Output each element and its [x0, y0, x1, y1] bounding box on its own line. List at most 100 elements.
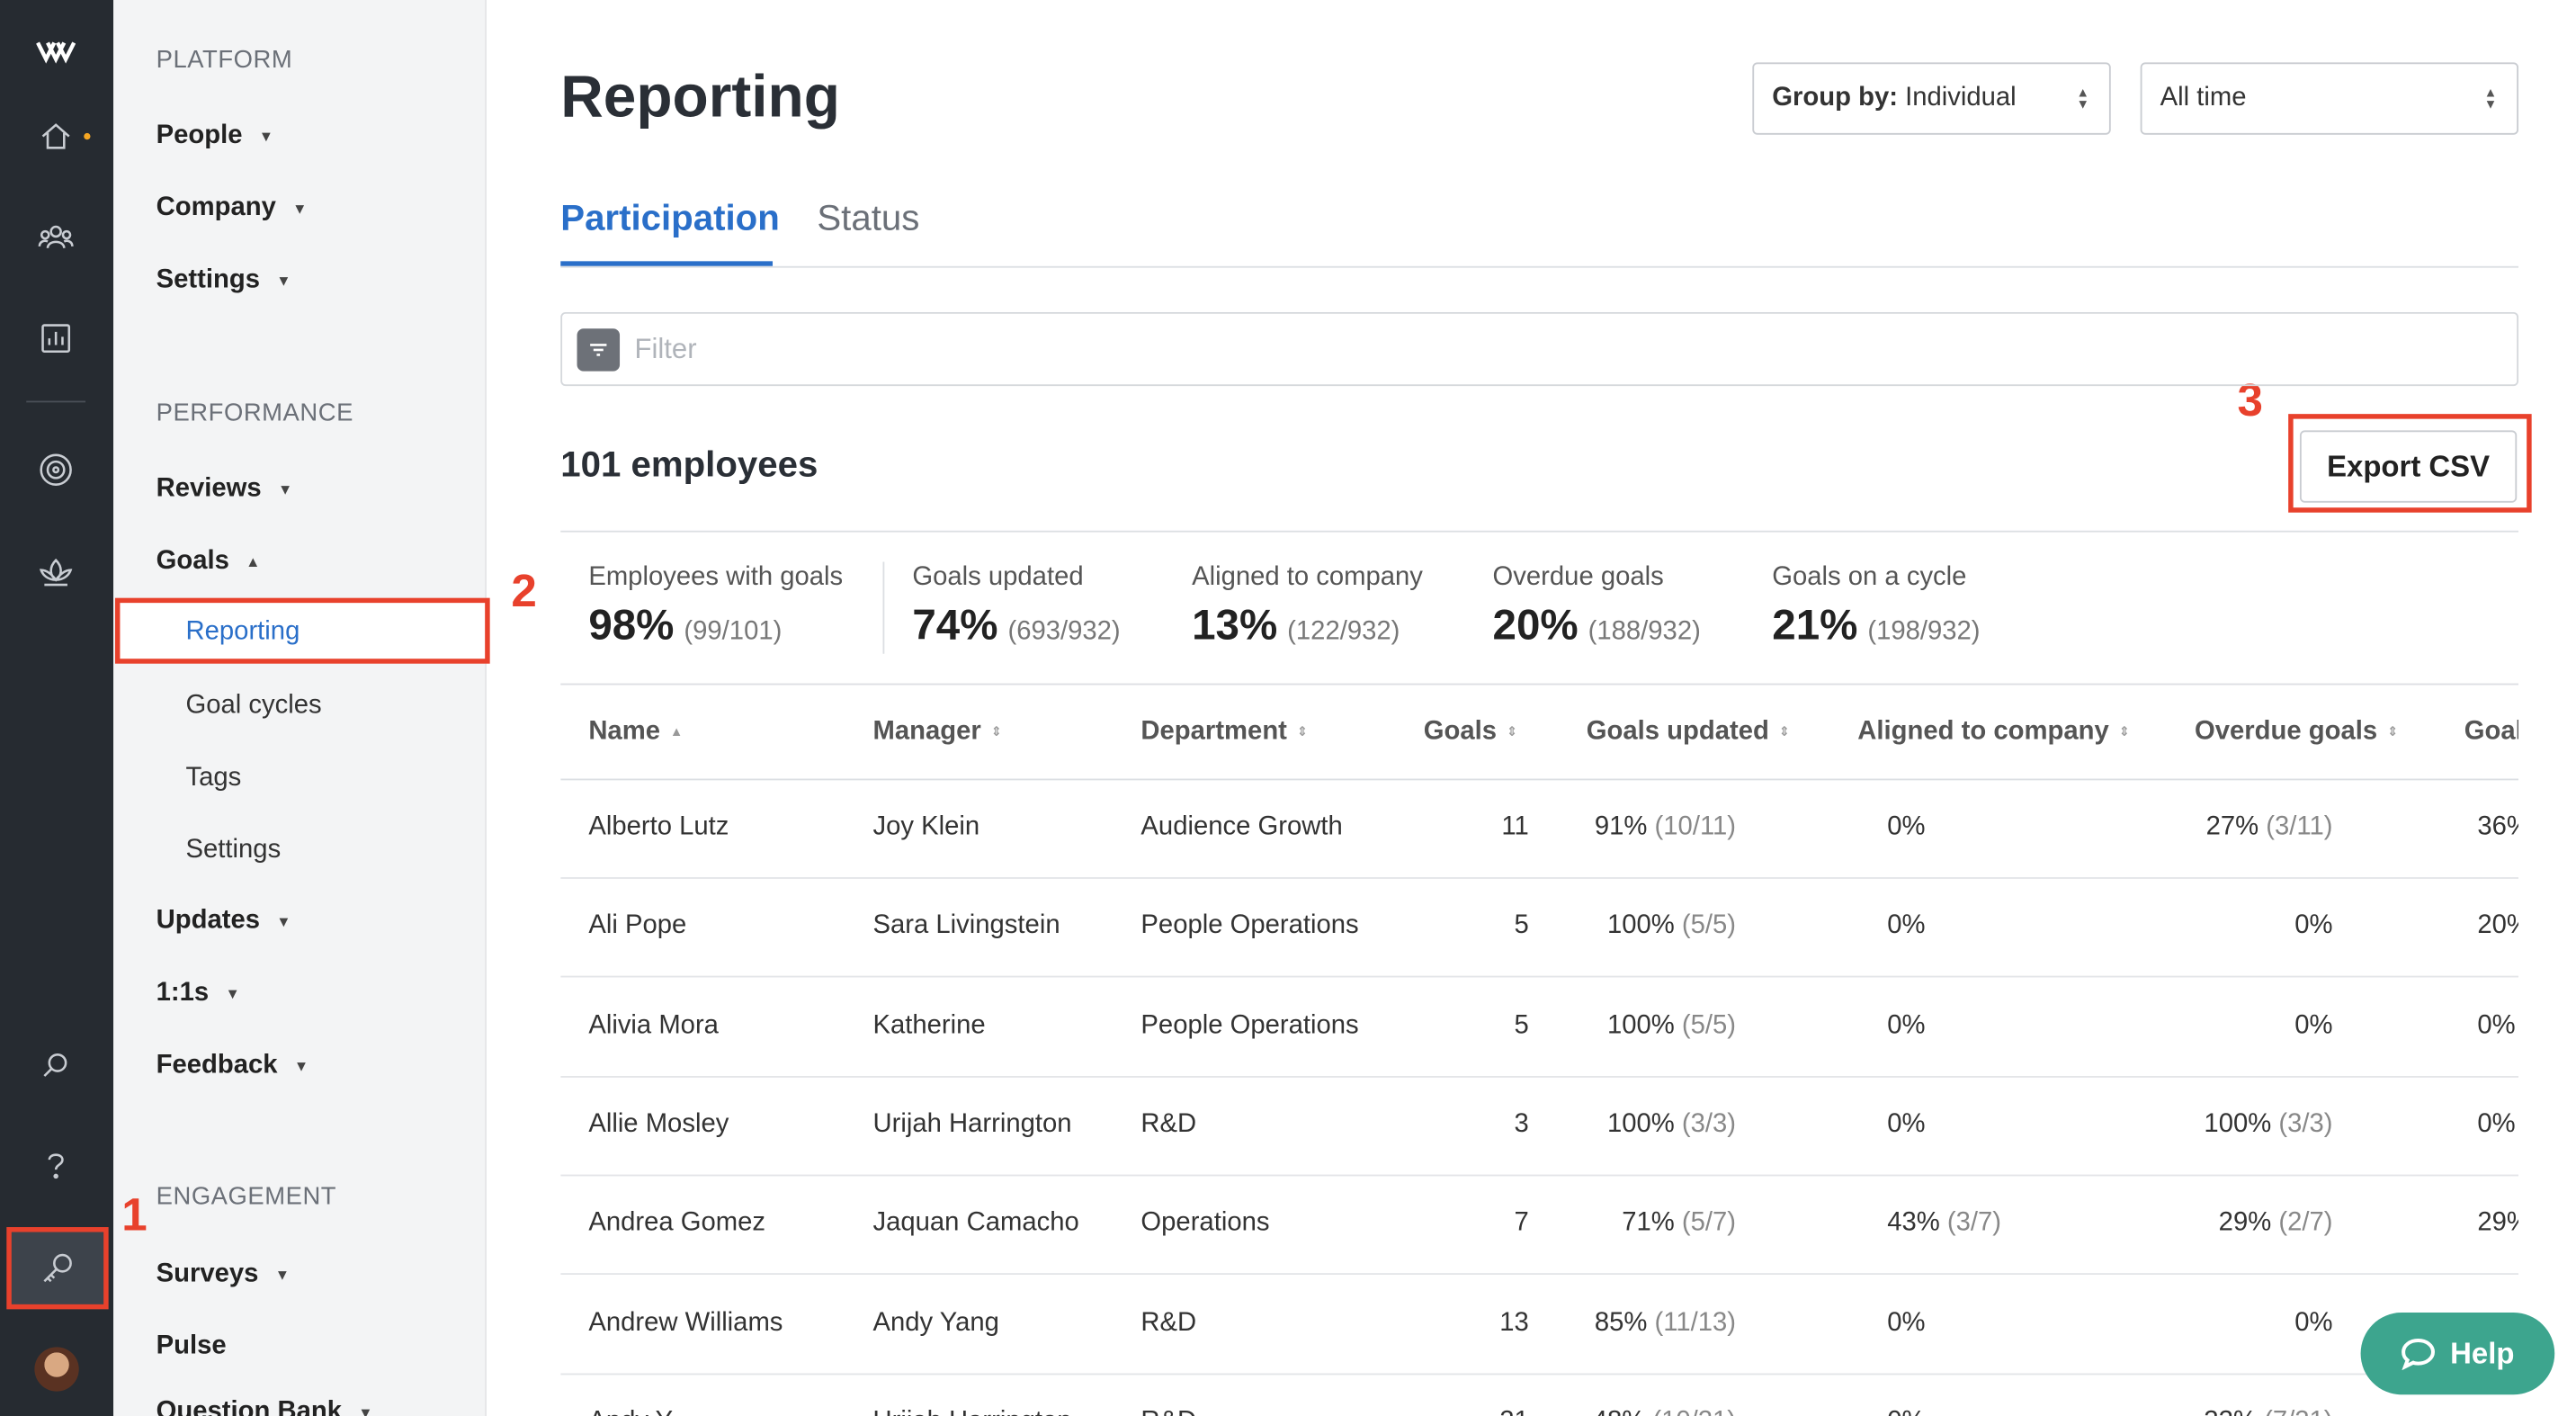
nav-pulse[interactable]: Pulse: [157, 1332, 227, 1362]
col-header-department[interactable]: Department ⇕: [1140, 718, 1308, 748]
cell-value: 91%: [1594, 812, 1648, 841]
help-button[interactable]: Help: [2360, 1312, 2555, 1395]
stat-goals-on-cycle: Goals on a cycle 21% (198/932): [1772, 563, 1980, 650]
table-row[interactable]: Andrew Williams Andy Yang R&D 13 85% (11/13)…: [560, 1276, 2519, 1375]
stat-fraction: (693/932): [1007, 617, 1121, 646]
nav-updates[interactable]: Updates ▼: [157, 907, 291, 937]
nav-goals[interactable]: Goals ▲: [157, 547, 261, 577]
sort-asc-icon: ▲: [669, 724, 684, 739]
group-by-value: Individual: [1905, 84, 2017, 112]
nav-reporting-label: Reporting: [185, 617, 300, 646]
col-header-name[interactable]: Name ▲: [588, 718, 683, 748]
cell-manager: Urijah Harrington: [873, 1110, 1072, 1140]
col-header-aligned[interactable]: Aligned to company ⇕: [1857, 718, 2130, 748]
table-row[interactable]: Alivia Mora Katherine People Operations 5 10…: [560, 979, 2519, 1078]
callout-2: 2: [511, 565, 537, 616]
cell-overdue: 29% (2/7): [2171, 1209, 2333, 1239]
cell-overdue: 27% (3/11): [2171, 813, 2333, 843]
lotus-icon[interactable]: [23, 539, 89, 605]
cell-value: 0%: [2294, 1011, 2333, 1040]
cell-department: People Operations: [1140, 912, 1358, 942]
nav-reviews[interactable]: Reviews ▼: [157, 475, 293, 505]
time-range-select[interactable]: All time ▲ ▼: [2140, 62, 2519, 135]
table-row[interactable]: Allie Mosley Urijah Harrington R&D 3 100% (3…: [560, 1078, 2519, 1177]
sort-icon: ⇕: [1296, 724, 1309, 739]
nav-question-bank[interactable]: Question Bank ▼: [157, 1398, 373, 1416]
filter-icon[interactable]: [577, 328, 621, 372]
stat-overdue-goals: Overdue goals 20% (188/932): [1493, 563, 1701, 650]
filter-input[interactable]: [634, 330, 1622, 370]
cell-value: Joy Klein: [872, 812, 980, 841]
cell-value: 29%: [2218, 1209, 2272, 1238]
cell-value: 13: [1499, 1308, 1529, 1337]
chat-bubble-icon: [2402, 1339, 2436, 1370]
nav-tags[interactable]: Tags: [185, 764, 242, 793]
nav-1on1s[interactable]: 1:1s ▼: [157, 979, 240, 1008]
group-by-select[interactable]: Group by: Individual ▲ ▼: [1752, 62, 2111, 135]
cell-aligned: 0%: [1887, 912, 1925, 942]
cell-goal-cycle: 0%: [2477, 1011, 2515, 1041]
caret-down-icon: ▼: [292, 200, 308, 218]
help-question-icon[interactable]: [23, 1134, 89, 1199]
search-icon[interactable]: [23, 1032, 89, 1098]
stat-label: Overdue goals: [1492, 563, 1664, 592]
nav-goals-settings[interactable]: Settings: [185, 836, 282, 865]
admin-key-button[interactable]: [6, 1227, 109, 1310]
logo-icon[interactable]: [23, 18, 89, 84]
cell-value: 100%: [1606, 911, 1675, 941]
tab-status[interactable]: Status: [817, 197, 920, 238]
help-label: Help: [2450, 1336, 2515, 1369]
table-row[interactable]: Alberto Lutz Joy Klein Audience Growth 11 91…: [560, 780, 2519, 879]
cell-department: R&D: [1140, 1408, 1196, 1416]
cell-value: People Operations: [1140, 1011, 1359, 1040]
nav-surveys[interactable]: Surveys ▼: [157, 1260, 290, 1290]
nav-goals-reporting[interactable]: Reporting: [114, 597, 490, 664]
caret-down-icon: ▼: [274, 1266, 291, 1284]
col-header-overdue[interactable]: Overdue goals ⇕: [2195, 718, 2398, 748]
cell-fraction: (3/7): [1946, 1209, 2002, 1238]
icon-rail: [0, 0, 114, 1416]
sort-icon: ⇕: [1778, 724, 1791, 739]
cell-goals: 5: [1416, 1011, 1528, 1041]
cell-value: 0%: [1887, 1110, 1926, 1139]
select-arrows-icon: ▲ ▼: [2076, 85, 2090, 112]
nav-updates-label: Updates: [156, 906, 261, 935]
cell-fraction: (3/3): [1681, 1110, 1737, 1139]
col-header-label: Overdue goals: [2194, 717, 2378, 747]
cell-value: 0%: [1887, 1308, 1926, 1337]
export-csv-button[interactable]: Export CSV: [2299, 430, 2518, 503]
cell-fraction: (5/5): [1681, 911, 1737, 941]
cell-name: Allie Mosley: [588, 1110, 729, 1140]
cell-goal-cycle: 0%: [2477, 1110, 2515, 1140]
home-icon[interactable]: [23, 103, 89, 169]
nav-feedback[interactable]: Feedback ▼: [157, 1052, 309, 1081]
cell-aligned: 43% (3/7): [1887, 1209, 2001, 1239]
stat-fraction: (188/932): [1588, 617, 1701, 646]
nav-people[interactable]: People ▼: [157, 121, 273, 151]
target-icon[interactable]: [23, 437, 89, 503]
people-icon[interactable]: [23, 203, 89, 269]
col-header-manager[interactable]: Manager ⇕: [873, 718, 1002, 748]
col-header-goals[interactable]: Goals ⇕: [1424, 718, 1517, 748]
nav-company[interactable]: Company ▼: [157, 193, 308, 223]
cell-value: People Operations: [1140, 911, 1359, 941]
stat-percent: 74%: [912, 599, 998, 650]
table-row[interactable]: Ali Pope Sara Livingstein People Operation…: [560, 879, 2519, 979]
nav-settings[interactable]: Settings ▼: [157, 266, 291, 296]
user-avatar[interactable]: [34, 1347, 79, 1392]
nav-surveys-label: Surveys: [156, 1259, 259, 1288]
cell-fraction: (11/13): [1654, 1308, 1737, 1337]
stat-fraction: (122/932): [1287, 617, 1400, 646]
tab-participation[interactable]: Participation: [560, 197, 780, 238]
col-header-goals-updated[interactable]: Goals updated ⇕: [1587, 718, 1790, 748]
cell-goals-updated: 100% (3/3): [1579, 1110, 1736, 1140]
nav-goal-cycles[interactable]: Goal cycles: [185, 691, 322, 720]
reports-icon[interactable]: [23, 306, 89, 372]
cell-department: Audience Growth: [1140, 813, 1342, 843]
cell-goal-cycle: 36%: [2477, 813, 2518, 843]
cell-value: 11: [1501, 812, 1529, 841]
col-header-goal-cycle[interactable]: Goal: [2464, 718, 2518, 748]
nav-question-bank-label: Question Bank: [156, 1397, 342, 1416]
table-row[interactable]: Andrea Gomez Jaquan Camacho Operations 7 71%…: [560, 1177, 2519, 1276]
table-row[interactable]: Andy Y... Urijah Harrington R&D 21 48% (10/2…: [560, 1375, 2518, 1416]
